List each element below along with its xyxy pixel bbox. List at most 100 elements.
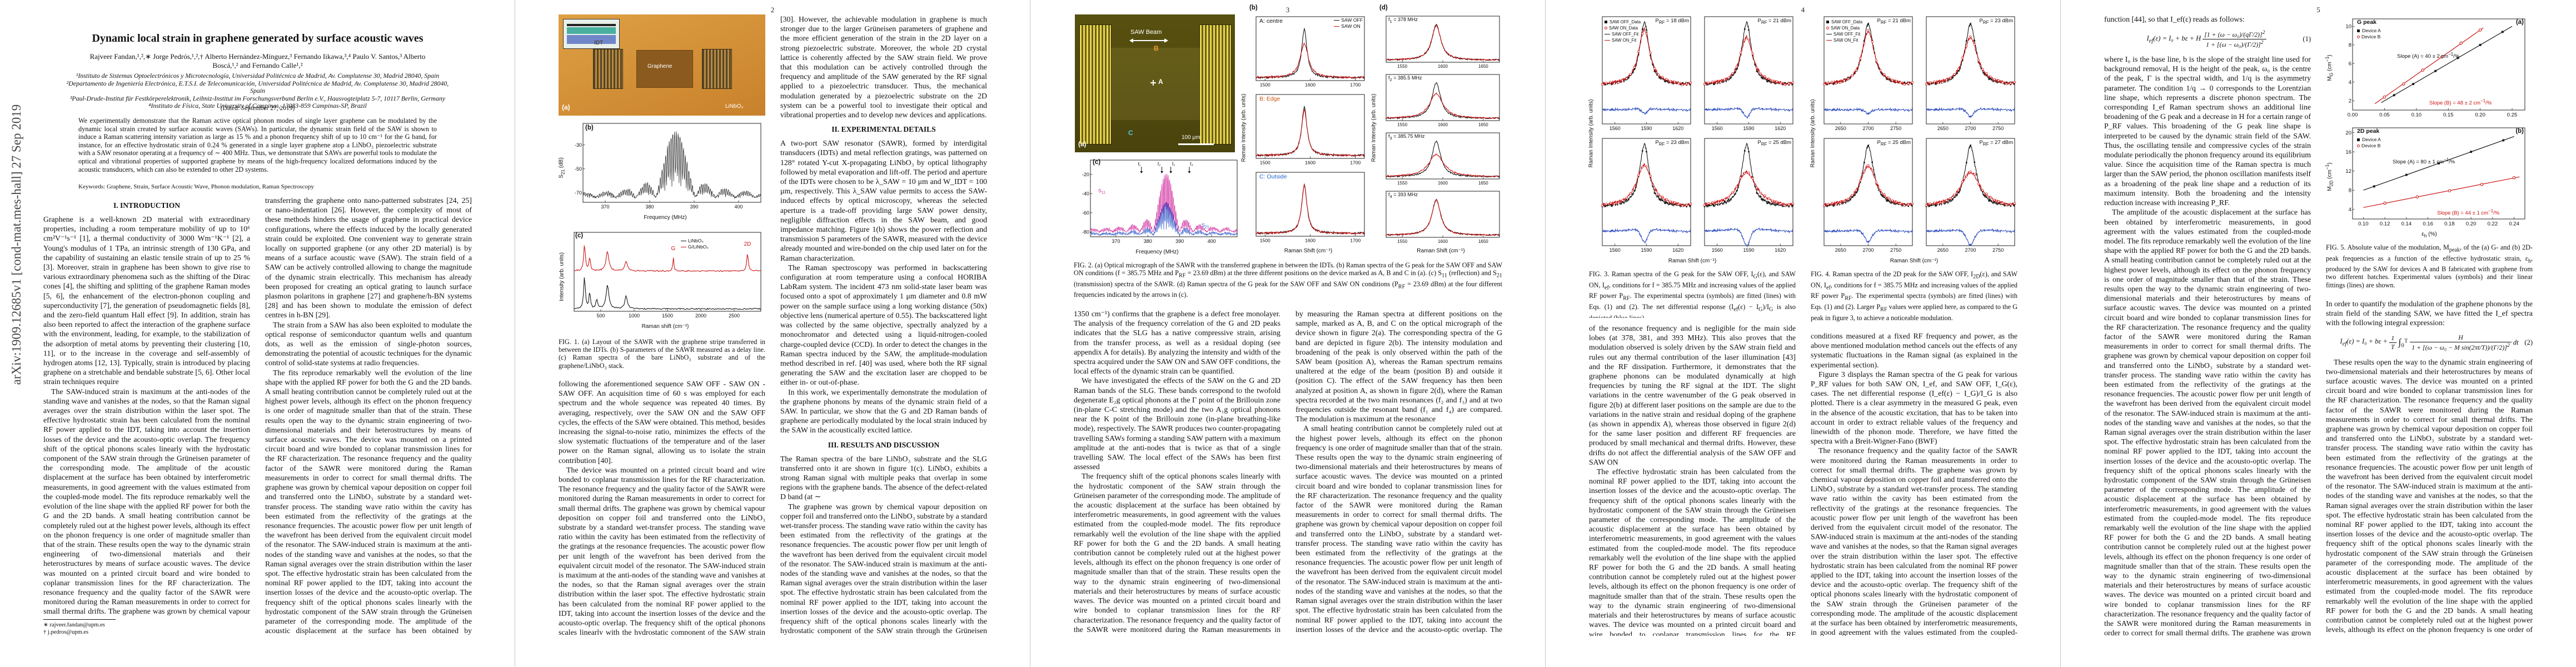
svg-text:-60: -60 bbox=[1082, 210, 1089, 216]
svg-text:f₄: f₄ bbox=[1190, 162, 1193, 167]
fig1b-y-axis-label: S21 (dB) bbox=[558, 157, 566, 178]
page2-column-left: following the aforementioned sequence SA… bbox=[559, 379, 765, 635]
svg-text:1000: 1000 bbox=[629, 313, 640, 318]
fig1c-legend: LiNbO₃ G/LiNbO₃ bbox=[681, 238, 709, 250]
page1-column-right: transferring the graphene onto nano-patt… bbox=[265, 196, 472, 636]
fig3-panel-4: 1560 1590 1620 PRF = 25 dBm bbox=[1698, 136, 1796, 256]
body-text-filler: The device was mounted on a printed circ… bbox=[559, 465, 765, 635]
page3-column-right: by measuring the Raman spectra at differ… bbox=[1296, 309, 1502, 636]
legend-square-icon bbox=[1605, 21, 1607, 23]
panel-title-C: C: Outside bbox=[1259, 173, 1287, 180]
svg-text:-70: -70 bbox=[575, 190, 582, 196]
body-paragraph: The Raman spectroscopy was performed in … bbox=[780, 263, 987, 387]
saw-beam-region bbox=[1110, 48, 1200, 120]
fig5a-legend: Device A Device B bbox=[2357, 28, 2381, 40]
fig5b-slope-A: Slope (A) = 80 ± 1 cm−1/% bbox=[2393, 157, 2455, 166]
fig1c-y-axis-label: Intensity (arb. units) bbox=[559, 252, 565, 301]
arxiv-stamp: arXiv:1909.12685v1 [cond-mat.mes-hall] 2… bbox=[9, 104, 23, 385]
point-a-crosshair-icon bbox=[1150, 80, 1156, 86]
idt-right-icon bbox=[1199, 24, 1232, 145]
fraction: 1 T bbox=[2389, 334, 2396, 351]
body-text-filler: The fits reproduce remarkably well the e… bbox=[265, 368, 472, 635]
footnote-rule bbox=[43, 619, 116, 620]
body-paragraph: by measuring the Raman spectra at differ… bbox=[1296, 310, 1502, 424]
footnote-email-2: † j.pedros@upm.es bbox=[43, 629, 89, 635]
svg-text:1600: 1600 bbox=[1305, 160, 1316, 166]
fig3-panel-3: 1560 1590 1620 PRF = 23 dBm bbox=[1596, 136, 1693, 256]
svg-text:1590: 1590 bbox=[1641, 247, 1652, 253]
svg-text:-20: -20 bbox=[1082, 172, 1089, 177]
svg-text:380: 380 bbox=[1144, 238, 1152, 244]
svg-text:1550: 1550 bbox=[1397, 239, 1407, 244]
panel-title-A: A: centre bbox=[1259, 18, 1283, 24]
page-number: 2 bbox=[770, 6, 775, 14]
fraction: [1 + (ω − ω₀)/(qΓ/2)]2 1 + [(ω − ω₀)/(Γ/… bbox=[2203, 29, 2267, 49]
affiliations: ¹Instituto de Sistemas Optoelectrónicos … bbox=[64, 72, 451, 110]
svg-text:1600: 1600 bbox=[1438, 181, 1448, 186]
section-heading-introduction: I. INTRODUCTION bbox=[113, 201, 181, 210]
svg-text:G: G bbox=[671, 246, 676, 252]
page-4: 4 Raman Intensity (arb. units) 1560 1590 1… bbox=[1546, 0, 2061, 667]
fig1-panel-c: Intensity (arb. units) 500 1000 1500 2000 25… bbox=[559, 228, 765, 335]
fig4-panel-1: 2650 2700 2750 PRF = 21 dBm SAW OFF_Data S… bbox=[1817, 14, 1915, 134]
fig5a-plot: 0.00 0.05 0.10 0.15 0.20 0.25 2 4 6 8 10 bbox=[2345, 18, 2525, 118]
fig4-caption: FIG. 4. Raman spectra of the 2D peak for… bbox=[1811, 270, 2017, 322]
fig3-x-axis-label: Raman Shift (cm⁻¹) bbox=[1668, 258, 1717, 264]
s21-label: S21 bbox=[1202, 222, 1209, 230]
fig3-panel-2: 1560 1590 1620 PRF = 21 dBm bbox=[1698, 14, 1796, 134]
svg-text:1590: 1590 bbox=[1743, 247, 1754, 253]
svg-text:1590: 1590 bbox=[1641, 126, 1652, 131]
affiliation-3: ³Paul-Drude-Institut für Festkörperelekt… bbox=[69, 94, 446, 102]
fig2b-legend: SAW OFF SAW ON bbox=[1334, 17, 1363, 29]
body-paragraph: A two-port SAW resonator (SAWR), formed … bbox=[780, 139, 987, 262]
fig2b-y-axis-label: Raman Intensity (arb. units) bbox=[1240, 93, 1247, 162]
svg-text:1560: 1560 bbox=[1610, 126, 1621, 131]
equation-number: (2) bbox=[2524, 338, 2533, 346]
svg-text:0.10: 0.10 bbox=[2358, 221, 2369, 227]
svg-text:1550: 1550 bbox=[1397, 64, 1407, 69]
page2-column-right: [30]. However, the achievable modulation… bbox=[780, 14, 987, 636]
svg-text:0.22: 0.22 bbox=[2488, 221, 2498, 227]
svg-text:1500: 1500 bbox=[662, 313, 673, 318]
page-1: arXiv:1909.12685v1 [cond-mat.mes-hall] 2… bbox=[0, 0, 515, 667]
svg-text:16: 16 bbox=[2345, 149, 2351, 155]
body-text-filler: A small heating contribution cannot be c… bbox=[1296, 424, 1502, 636]
dielectric-layer-icon bbox=[567, 27, 616, 34]
legend-line-red-icon bbox=[1826, 40, 1832, 41]
fig2d-f3-plot: 1550 1600 1650 bbox=[1386, 132, 1500, 186]
fig1-caption: FIG. 1. (a) Layout of the SAWR with the … bbox=[559, 338, 765, 370]
body-text-filler: The SAW-induced strain is maximum at the… bbox=[43, 387, 250, 636]
point-a-marker: A bbox=[1158, 78, 1163, 86]
svg-text:400: 400 bbox=[1208, 238, 1216, 244]
fig4-p1-power-label: PRF = 21 dBm bbox=[1877, 18, 1911, 25]
fig3-p4-power-label: PRF = 25 dBm bbox=[1757, 140, 1791, 147]
equation-2: Ief(ε) = I₀ + bε + 1 T ∫₀ᵀ H 1 + [(ω − ω… bbox=[2340, 333, 2533, 351]
page-5: 5 function [44], so that I_ef(ε) reads a… bbox=[2061, 0, 2576, 667]
svg-text:380: 380 bbox=[645, 204, 654, 210]
svg-text:370: 370 bbox=[1112, 238, 1120, 244]
legend-circle-icon bbox=[1826, 27, 1829, 29]
svg-text:f₂: f₂ bbox=[1158, 162, 1160, 167]
idt-left-icon bbox=[593, 49, 623, 89]
graphene-layer-icon bbox=[567, 24, 616, 26]
point-b-marker: B bbox=[1154, 44, 1159, 52]
svg-text:-30: -30 bbox=[575, 142, 582, 148]
body-paragraph: transferring the graphene onto nano-patt… bbox=[265, 196, 472, 320]
svg-text:f₃: f₃ bbox=[1172, 162, 1175, 167]
fig2b-panel-C: 1500 1600 1700 C: Outside bbox=[1249, 170, 1367, 246]
fig3-panel-1: 1560 1590 1620 PRF = 18 dBm SAW OFF_Data S… bbox=[1596, 14, 1693, 134]
body-paragraph: where I₀ is the base line, b is the slop… bbox=[2104, 55, 2311, 207]
fig2d-y-axis-label: Raman Intensity (arb. units) bbox=[1371, 93, 1377, 162]
svg-text:1560: 1560 bbox=[1712, 247, 1723, 253]
svg-text:1550: 1550 bbox=[1397, 181, 1407, 186]
svg-text:f₁: f₁ bbox=[1138, 162, 1140, 167]
fig5b-peak-label: 2D peak bbox=[2357, 128, 2380, 135]
svg-text:0.00: 0.00 bbox=[2348, 112, 2358, 118]
body-paragraph: following the aforementioned sequence SA… bbox=[559, 380, 765, 465]
saw-beam-arrow-icon bbox=[1129, 38, 1168, 43]
fig5a-slope-B: Slope (B) = 48 ± 2 cm−1/% bbox=[2429, 98, 2492, 107]
fig1c-raman-plot: 500 1000 1500 2000 2500 G 2D bbox=[574, 232, 761, 318]
svg-text:0.20: 0.20 bbox=[2466, 221, 2477, 227]
legend-circle-icon bbox=[1605, 27, 1607, 29]
